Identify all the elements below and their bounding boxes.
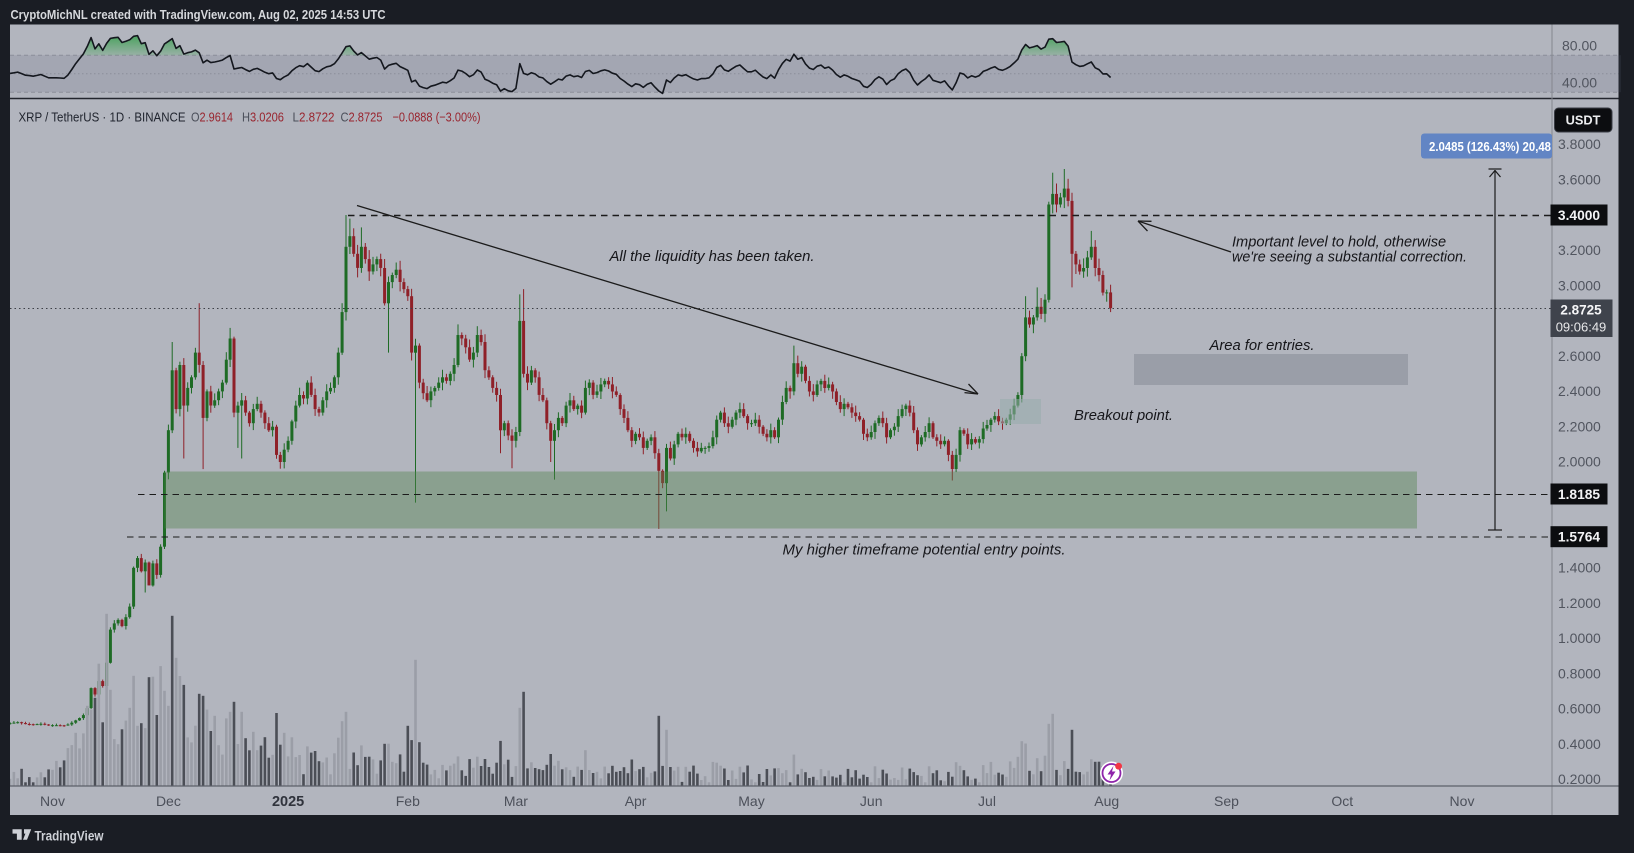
svg-text:L2.8722: L2.8722 bbox=[293, 110, 335, 125]
svg-text:1.0000: 1.0000 bbox=[1558, 630, 1601, 646]
svg-text:80.00: 80.00 bbox=[1562, 38, 1597, 54]
svg-text:CryptoMichNL created with Trad: CryptoMichNL created with TradingView.co… bbox=[11, 7, 387, 22]
svg-text:Nov: Nov bbox=[40, 793, 65, 809]
svg-text:2.0485 (126.43%) 20,48: 2.0485 (126.43%) 20,48 bbox=[1429, 140, 1551, 154]
svg-text:Jul: Jul bbox=[978, 793, 996, 809]
svg-text:Feb: Feb bbox=[396, 793, 420, 809]
svg-text:Aug: Aug bbox=[1094, 793, 1119, 809]
svg-text:May: May bbox=[738, 793, 764, 809]
svg-text:1.4000: 1.4000 bbox=[1558, 560, 1601, 576]
svg-text:O2.9614: O2.9614 bbox=[191, 110, 233, 125]
svg-text:2025: 2025 bbox=[272, 794, 304, 810]
svg-text:Mar: Mar bbox=[504, 793, 528, 809]
svg-text:H3.0206: H3.0206 bbox=[242, 110, 284, 125]
svg-text:2.6000: 2.6000 bbox=[1558, 348, 1601, 364]
svg-text:1.5764: 1.5764 bbox=[1558, 530, 1601, 545]
svg-text:Important level to hold, other: Important level to hold, otherwise bbox=[1232, 235, 1446, 251]
svg-text:Apr: Apr bbox=[625, 793, 647, 809]
svg-text:40.00: 40.00 bbox=[1562, 75, 1597, 91]
svg-text:−0.0888 (−3.00%): −0.0888 (−3.00%) bbox=[393, 110, 481, 125]
svg-text:2.0000: 2.0000 bbox=[1558, 454, 1601, 470]
svg-text:1.2000: 1.2000 bbox=[1558, 595, 1601, 611]
svg-text:Dec: Dec bbox=[156, 793, 181, 809]
svg-text:2.2000: 2.2000 bbox=[1558, 418, 1601, 434]
svg-text:XRP / TetherUS · 1D · BINANCE: XRP / TetherUS · 1D · BINANCE bbox=[19, 110, 186, 125]
svg-text:0.2000: 0.2000 bbox=[1558, 771, 1601, 787]
svg-text:3.2000: 3.2000 bbox=[1558, 242, 1601, 258]
svg-text:All the liquidity has been tak: All the liquidity has been taken. bbox=[608, 249, 814, 265]
svg-text:Sep: Sep bbox=[1214, 793, 1239, 809]
svg-text:09:06:49: 09:06:49 bbox=[1556, 320, 1607, 335]
svg-text:Breakout point.: Breakout point. bbox=[1074, 408, 1173, 424]
svg-text:2.4000: 2.4000 bbox=[1558, 383, 1601, 399]
svg-text:1.8185: 1.8185 bbox=[1558, 487, 1601, 502]
svg-text:3.6000: 3.6000 bbox=[1558, 172, 1601, 188]
svg-text:3.0000: 3.0000 bbox=[1558, 277, 1601, 293]
svg-text:Area for entries.: Area for entries. bbox=[1208, 338, 1314, 354]
svg-text:USDT: USDT bbox=[1566, 113, 1601, 128]
svg-text:we're seeing a substantial cor: we're seeing a substantial correction. bbox=[1232, 250, 1467, 266]
svg-text:0.8000: 0.8000 bbox=[1558, 665, 1601, 681]
svg-text:0.4000: 0.4000 bbox=[1558, 736, 1601, 752]
svg-text:My higher timeframe potential: My higher timeframe potential entry poin… bbox=[783, 543, 1066, 559]
svg-text:2.8725: 2.8725 bbox=[1560, 303, 1602, 318]
svg-text:3.4000: 3.4000 bbox=[1558, 208, 1601, 223]
svg-text:TradingView: TradingView bbox=[35, 828, 104, 844]
svg-text:C2.8725: C2.8725 bbox=[341, 110, 383, 125]
svg-text:3.8000: 3.8000 bbox=[1558, 136, 1601, 152]
svg-text:0.6000: 0.6000 bbox=[1558, 701, 1601, 717]
svg-text:Nov: Nov bbox=[1450, 793, 1475, 809]
svg-text:Oct: Oct bbox=[1331, 793, 1353, 809]
svg-text:Jun: Jun bbox=[860, 793, 883, 809]
